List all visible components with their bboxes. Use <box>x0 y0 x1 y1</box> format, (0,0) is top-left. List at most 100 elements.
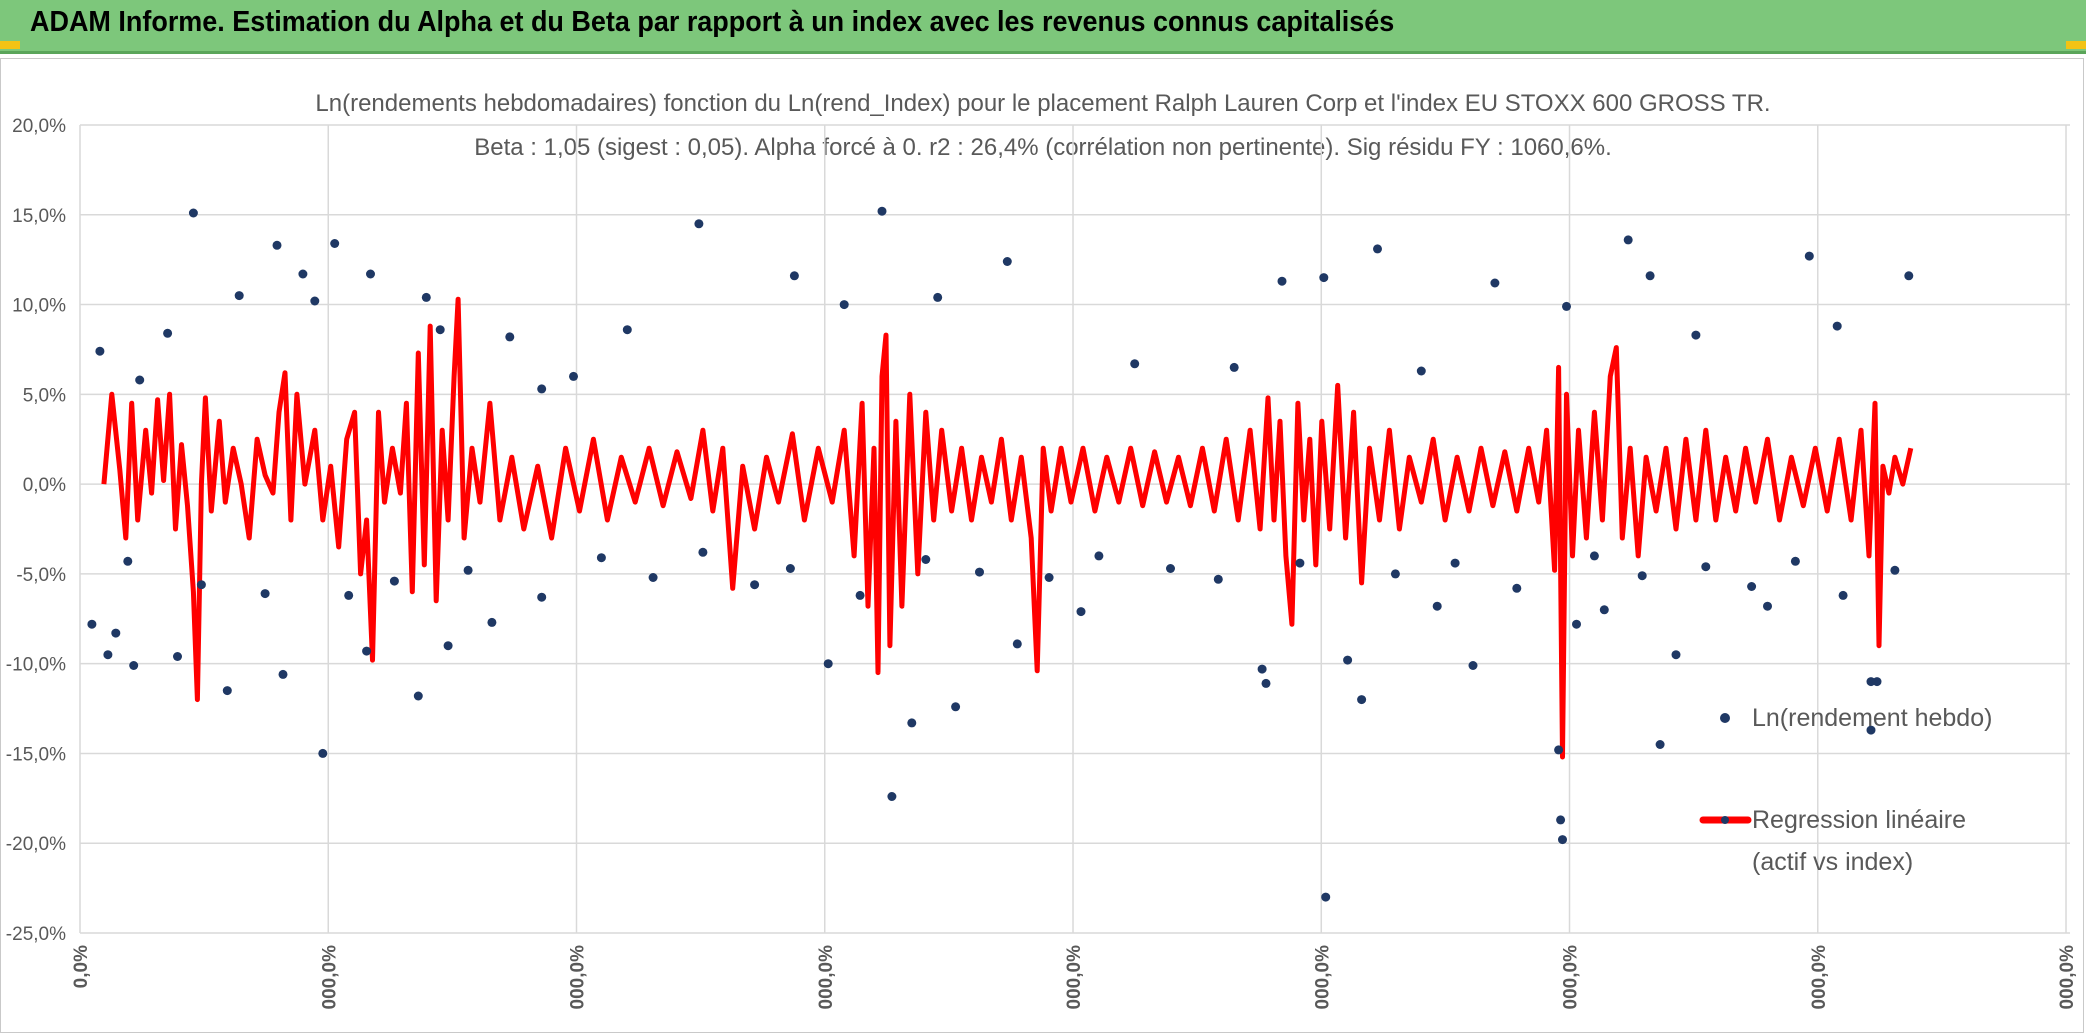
y-axis-tick-labels: 20,0% 15,0% 10,0% 5,0% 0,0% -5,0% -10,0% -15,0%… <box>6 116 66 945</box>
data-point <box>272 240 282 250</box>
data-point <box>173 652 182 661</box>
data-point <box>1558 835 1567 845</box>
data-point <box>887 792 897 801</box>
y-tick-label: -10,0% <box>6 655 66 676</box>
data-point <box>234 291 244 301</box>
chart-area <box>0 58 2084 1033</box>
data-point <box>596 553 606 563</box>
data-point <box>310 296 320 306</box>
data-point <box>1701 562 1711 572</box>
y-tick-label: 10,0% <box>12 296 66 317</box>
data-point <box>1655 740 1665 749</box>
data-point <box>87 619 97 629</box>
data-point <box>1512 583 1522 593</box>
data-point <box>789 271 799 281</box>
corner-marker-left <box>0 41 20 49</box>
data-point <box>648 573 658 582</box>
x-tick-label: 0,0% <box>71 945 92 988</box>
data-point <box>1295 558 1305 568</box>
y-tick-label: 0,0% <box>23 475 66 496</box>
x-tick-label: 000,0% <box>1561 945 1582 1010</box>
data-point <box>1261 678 1271 688</box>
data-point <box>413 691 423 701</box>
data-point <box>1637 571 1647 581</box>
data-point <box>1691 330 1701 340</box>
data-point <box>1890 565 1900 575</box>
data-point <box>111 628 121 638</box>
data-point <box>135 375 145 385</box>
data-point <box>1321 892 1331 902</box>
data-point <box>1804 251 1814 261</box>
legend-label-regression: Regression linéaire <box>1752 806 1967 834</box>
data-point <box>1432 601 1442 611</box>
chart-title: Ln(rendements hebdomadaires) fonction du… <box>315 90 1771 117</box>
corner-marker-right <box>2066 41 2086 49</box>
data-point <box>1490 278 1500 288</box>
data-point <box>1556 815 1566 825</box>
x-tick-label: 000,0% <box>319 945 340 1010</box>
data-point <box>1373 244 1382 254</box>
x-tick-label: 000,0% <box>568 945 589 1010</box>
data-point <box>222 686 232 696</box>
x-tick-label: 000,0% <box>1312 945 1333 1010</box>
data-point <box>1416 366 1426 376</box>
data-point <box>443 641 453 651</box>
data-point <box>463 565 473 575</box>
regression-line <box>101 296 1914 760</box>
legend-marker-scatter <box>1720 713 1730 723</box>
data-point <box>1044 573 1054 582</box>
data-point <box>1130 359 1140 369</box>
data-point <box>1645 271 1655 281</box>
y-tick-label: 5,0% <box>23 385 66 406</box>
data-point <box>1572 619 1581 629</box>
data-point <box>951 702 961 712</box>
data-point <box>421 292 431 302</box>
data-point <box>569 371 578 381</box>
data-point <box>1599 605 1609 615</box>
data-point <box>1390 569 1400 579</box>
data-point <box>750 580 760 590</box>
x-tick-label: 000,0% <box>1809 945 1830 1010</box>
chart-subtitle: Beta : 1,05 (sigest : 0,05). Alpha forcé… <box>474 134 1612 161</box>
data-point <box>975 567 984 577</box>
data-point <box>103 650 113 660</box>
legend-markers <box>1699 713 1752 824</box>
data-point <box>123 556 133 566</box>
x-tick-label: 000,0% <box>2057 945 2078 1010</box>
data-point <box>1166 564 1175 573</box>
data-point <box>1094 551 1104 561</box>
data-point <box>1866 725 1876 735</box>
data-point <box>1832 321 1842 331</box>
data-point <box>1229 362 1239 372</box>
data-point <box>1213 574 1223 584</box>
regression-line-layer <box>101 296 1914 760</box>
y-tick-label: -5,0% <box>16 565 66 586</box>
scatter-points-layer <box>87 206 1914 902</box>
data-point <box>1277 276 1287 286</box>
data-point <box>505 332 515 342</box>
data-point <box>855 590 865 600</box>
data-point <box>1468 661 1478 670</box>
data-point <box>1450 558 1460 568</box>
y-tick-label: -20,0% <box>6 834 66 855</box>
data-point <box>487 617 497 627</box>
x-tick-label: 000,0% <box>1064 945 1085 1010</box>
data-point <box>622 325 632 335</box>
data-point <box>298 269 308 279</box>
x-tick-label: 000,0% <box>816 945 837 1010</box>
data-point <box>344 590 354 600</box>
data-point <box>366 269 375 279</box>
y-tick-label: 15,0% <box>12 206 66 227</box>
data-point <box>1562 301 1571 311</box>
title-banner: ADAM Informe. Estimation du Alpha et du … <box>0 0 2086 54</box>
data-point <box>1554 745 1564 755</box>
data-point <box>1904 271 1914 281</box>
data-point <box>1357 695 1367 705</box>
data-point <box>537 384 547 394</box>
data-point <box>1076 607 1086 617</box>
data-point <box>921 555 931 564</box>
data-point <box>537 592 547 602</box>
data-point <box>362 646 372 656</box>
data-point <box>823 659 833 669</box>
y-tick-label: -25,0% <box>6 924 66 945</box>
